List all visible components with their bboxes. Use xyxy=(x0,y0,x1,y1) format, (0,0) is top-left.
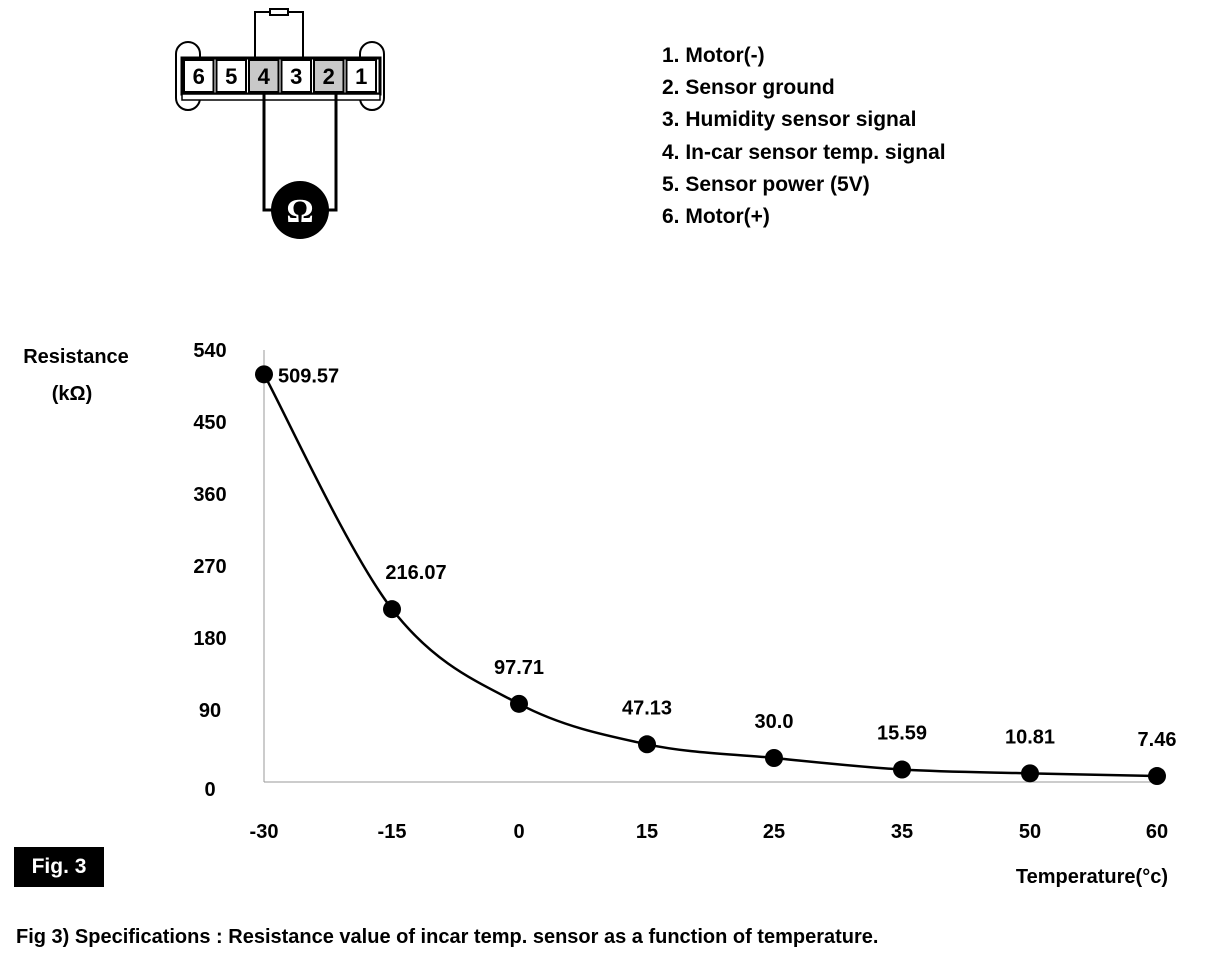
connector-lip xyxy=(181,93,381,101)
figure-badge: Fig. 3 xyxy=(14,847,104,887)
pin-legend-item-3: 3. Humidity sensor signal xyxy=(662,108,917,132)
pin-number-3: 3 xyxy=(290,64,302,89)
data-label: 216.07 xyxy=(385,562,446,584)
pin-cell-5 xyxy=(215,59,247,93)
ohmmeter-icon xyxy=(271,181,329,239)
data-point xyxy=(383,600,401,619)
x-axis-label: Temperature(°c) xyxy=(1016,866,1168,888)
pin-legend-item-5: 5. Sensor power (5V) xyxy=(662,172,870,196)
pin-legend-item-2: 2. Sensor ground xyxy=(662,76,835,100)
pin-cell-4 xyxy=(248,59,280,93)
data-label: 47.13 xyxy=(622,697,672,719)
data-point xyxy=(255,365,273,384)
data-label: 509.57 xyxy=(278,365,339,387)
y-tick-label: 360 xyxy=(193,484,226,506)
pin-number-2: 2 xyxy=(323,64,335,89)
pin-legend: 1. Motor(-) 2. Sensor ground 3. Humidity… xyxy=(662,40,946,233)
data-label: 30.0 xyxy=(755,711,794,733)
x-tick-label: 15 xyxy=(636,821,658,843)
ohm-symbol: Ω xyxy=(286,193,313,230)
y-tick-label: 450 xyxy=(193,412,226,434)
data-label: 97.71 xyxy=(494,657,544,679)
data-label: 10.81 xyxy=(1005,726,1055,748)
x-tick-label: 35 xyxy=(891,821,913,843)
pin-legend-item-1: 1. Motor(-) xyxy=(662,44,765,67)
pin-legend-item-4: 4. In-car sensor temp. signal xyxy=(662,140,946,164)
y-axis-label-line2: (kΩ) xyxy=(52,383,92,405)
data-label: 15.59 xyxy=(877,723,927,745)
connector-latch-tab xyxy=(269,8,289,16)
x-tick-label: 0 xyxy=(513,821,524,843)
y-tick-label: 180 xyxy=(193,628,226,650)
x-tick-label: -15 xyxy=(378,821,407,843)
y-tick-label: 270 xyxy=(193,556,226,578)
data-point xyxy=(765,749,783,767)
data-label: 7.46 xyxy=(1138,729,1177,751)
pin-number-4: 4 xyxy=(258,64,271,89)
connector-latch xyxy=(254,11,304,59)
pin-cell-6 xyxy=(183,59,215,93)
data-point xyxy=(1021,764,1039,783)
resistance-chart: Resistance (kΩ) 0 90 180 270 360 450 540 -30 -1… xyxy=(23,340,1176,888)
x-tick-label: 60 xyxy=(1146,821,1168,843)
data-point xyxy=(1148,767,1166,786)
pin-number-5: 5 xyxy=(225,64,237,89)
y-tick-label: 90 xyxy=(199,700,221,722)
pin-legend-item-6: 6. Motor(+) xyxy=(662,205,770,229)
y-axis-label-line1: Resistance xyxy=(23,346,129,368)
x-tick-label: -30 xyxy=(250,821,279,843)
pin-number-6: 6 xyxy=(193,64,205,89)
pin-cell-3 xyxy=(280,59,312,93)
probe-wire-pin-4 xyxy=(262,94,278,212)
data-point xyxy=(638,735,656,754)
data-point xyxy=(510,694,528,713)
x-tick-label: 25 xyxy=(763,821,785,843)
pin-cell-2 xyxy=(313,59,345,93)
x-tick-label: 50 xyxy=(1019,821,1041,843)
y-tick-label: 0 xyxy=(204,779,215,801)
pin-number-1: 1 xyxy=(355,64,367,89)
figure-caption: Fig 3) Specifications : Resistance value… xyxy=(16,926,879,948)
y-tick-label: 540 xyxy=(193,340,226,362)
probe-wire-pin-2 xyxy=(322,94,338,212)
data-point xyxy=(893,760,911,779)
pin-cell-1 xyxy=(345,59,377,93)
